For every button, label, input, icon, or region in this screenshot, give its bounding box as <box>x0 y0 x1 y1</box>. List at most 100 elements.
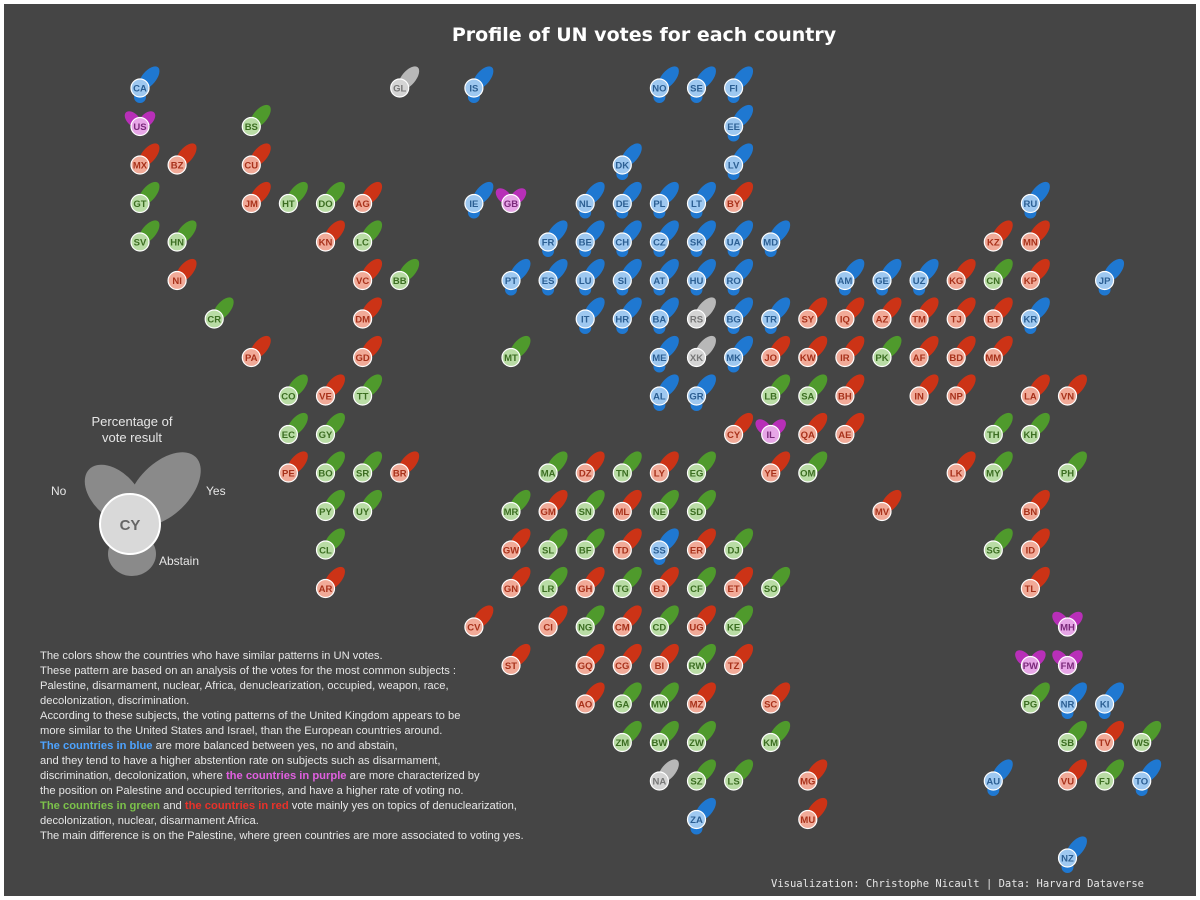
country-code-label: YE <box>764 469 777 480</box>
country-code-label: BZ <box>171 161 184 172</box>
country-code-label: SY <box>801 315 814 326</box>
country-circle <box>538 501 558 522</box>
country-circle <box>1020 386 1041 406</box>
country-cv: CV <box>464 605 494 637</box>
country-circle <box>1057 694 1078 714</box>
country-circle <box>167 232 187 252</box>
country-code-label: VC <box>356 276 369 287</box>
country-si: SI <box>612 258 642 296</box>
country-circle <box>575 270 595 291</box>
country-code-label: SK <box>690 238 703 249</box>
country-pt: PT <box>501 258 531 296</box>
country-circle <box>353 386 373 406</box>
country-ly: LY <box>649 451 679 483</box>
country-circle <box>686 347 707 368</box>
country-code-label: NR <box>1061 700 1075 711</box>
desc-line: decolonization, discrimination. <box>40 695 190 707</box>
country-ws: WS <box>1132 720 1162 753</box>
country-circle <box>761 347 781 368</box>
country-circle <box>946 309 966 329</box>
country-code-label: UY <box>356 507 370 518</box>
country-bf: BF <box>575 528 605 560</box>
country-code-label: BR <box>393 469 407 480</box>
country-code-label: SN <box>579 507 592 518</box>
country-circle <box>761 578 781 599</box>
country-circle <box>1057 732 1078 753</box>
country-code-label: RW <box>689 661 705 672</box>
country-bb: BB <box>390 258 420 291</box>
country-circle <box>501 578 521 599</box>
country-circle <box>1132 771 1152 791</box>
country-circle <box>649 270 670 291</box>
country-circle <box>686 78 707 98</box>
country-pl: PL <box>649 181 679 219</box>
country-code-label: GB <box>504 199 518 210</box>
country-circle <box>278 463 298 483</box>
country-code-label: RS <box>690 315 703 326</box>
country-circle <box>686 193 707 214</box>
desc-line: According to these subjects, the voting … <box>40 710 461 722</box>
country-tm: TM <box>909 297 939 329</box>
country-cu: CU <box>241 143 271 175</box>
country-circle <box>315 463 336 483</box>
country-circle <box>1020 655 1041 676</box>
country-code-label: NL <box>579 199 592 210</box>
country-circle <box>1132 732 1152 753</box>
country-code-label: BN <box>1024 507 1038 518</box>
country-is: IS <box>464 66 494 103</box>
country-code-label: PA <box>245 353 258 364</box>
country-circle <box>612 540 632 560</box>
country-circle <box>538 578 558 599</box>
country-af: AF <box>909 335 939 368</box>
country-td: TD <box>612 528 642 560</box>
country-code-label: IT <box>581 315 590 326</box>
country-ma: MA <box>538 451 568 483</box>
country-circle <box>1057 463 1078 483</box>
country-circle <box>315 501 336 522</box>
country-code-label: AM <box>838 276 853 287</box>
country-circle <box>1020 424 1041 445</box>
country-na: NA <box>649 759 679 791</box>
country-circle <box>723 347 744 368</box>
country-om: OM <box>798 451 828 483</box>
country-circle <box>315 578 336 599</box>
country-code-label: ZW <box>689 738 704 749</box>
country-circle <box>723 655 744 676</box>
purple-cluster-label: the countries in purple <box>225 770 347 782</box>
country-code-label: NO <box>652 84 666 95</box>
desc-line: The main difference is on the Palestine,… <box>40 830 524 842</box>
country-code-label: MN <box>1023 238 1038 249</box>
country-code-label: CO <box>281 392 295 403</box>
country-ss: SS <box>649 528 679 565</box>
country-ge: GE <box>872 258 902 296</box>
country-se: SE <box>686 66 716 103</box>
country-code-label: HR <box>615 315 629 326</box>
country-ni: NI <box>167 258 197 291</box>
country-code-label: TO <box>1135 777 1148 788</box>
country-id: ID <box>1020 528 1050 560</box>
country-jp: JP <box>1094 258 1125 296</box>
country-bh: BH <box>835 374 865 406</box>
country-sa: SA <box>798 374 828 406</box>
country-by: BY <box>723 181 754 214</box>
country-circle <box>649 309 670 329</box>
country-circle <box>353 501 373 522</box>
country-code-label: LU <box>579 276 592 287</box>
country-circle <box>686 578 707 599</box>
country-circle <box>983 771 1003 791</box>
desc-fragment: and <box>159 800 185 812</box>
desc-line: discrimination, decolonization, where th… <box>40 769 600 784</box>
country-circle <box>649 732 670 753</box>
country-dz: DZ <box>575 451 605 483</box>
country-code-label: GM <box>540 507 555 518</box>
country-code-label: LB <box>764 392 777 403</box>
country-circle <box>612 463 632 483</box>
country-circle <box>538 463 558 483</box>
country-code-label: IE <box>469 199 478 210</box>
country-mt: MT <box>501 335 531 368</box>
country-code-label: TM <box>912 315 926 326</box>
country-circle <box>946 463 966 483</box>
country-mr: MR <box>501 489 531 522</box>
country-code-label: HU <box>690 276 704 287</box>
